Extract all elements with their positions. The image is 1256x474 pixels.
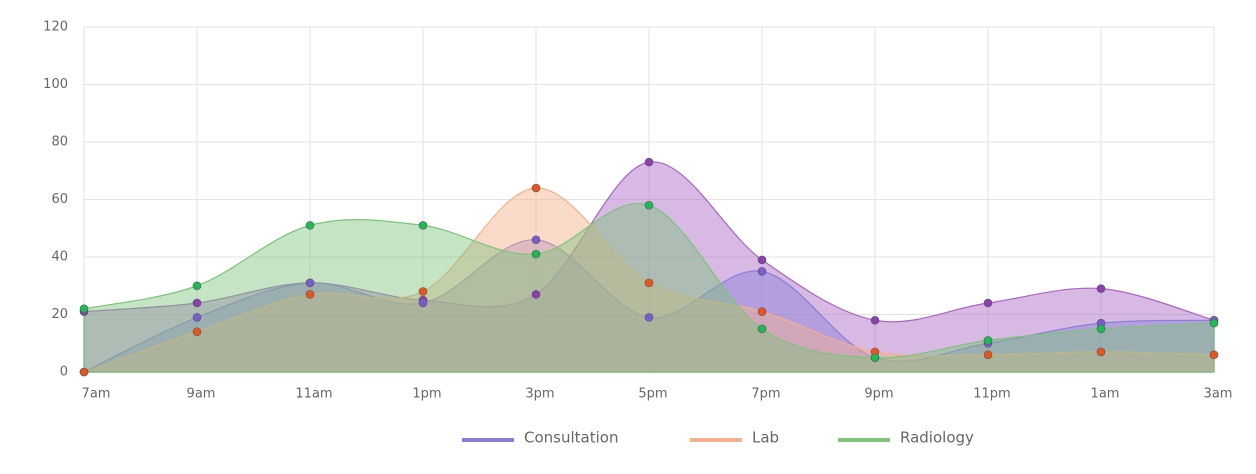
data-point [644,200,654,210]
data-point [1096,324,1106,334]
y-tick-label: 60 [51,192,68,207]
data-point [644,157,654,167]
y-tick-label: 100 [43,77,68,92]
area [83,187,1215,373]
data-point [531,290,541,299]
data-point [531,183,541,193]
data-point [757,307,767,316]
data-point [870,315,880,325]
y-tick-label: 40 [51,250,68,265]
data-point [305,290,315,299]
data-point [1209,350,1219,360]
data-point [192,281,202,291]
legend-label: Radiology [900,429,974,447]
data-point [757,267,767,276]
data-point [79,304,89,314]
data-point [644,278,654,288]
data-point [531,249,541,259]
data-point [192,313,202,322]
data-point [757,255,767,265]
data-point [305,221,315,230]
legend-label: Lab [752,429,779,447]
area [83,202,1215,373]
x-tick-label: 11am [295,387,332,402]
x-tick-label: 11pm [973,387,1010,402]
y-tick-label: 20 [51,307,68,322]
data-point [644,313,654,322]
x-tick-label: 9am [187,387,216,402]
x-tick-label: 3pm [525,387,554,402]
data-point [870,353,880,362]
x-tick-label: 7pm [751,387,780,402]
data-point [305,278,315,288]
data-point [757,324,767,334]
x-tick-label: 9pm [864,387,893,402]
data-point [192,327,202,337]
data-point [1096,284,1106,293]
data-point [531,235,541,245]
data-point [79,367,89,377]
y-tick-label: 120 [43,20,68,35]
legend-label: Consultation [524,429,618,447]
data-point [418,287,428,296]
y-tick-label: 80 [51,135,68,150]
data-point [1096,347,1106,357]
x-tick-label: 5pm [638,387,667,402]
data-point [418,221,428,230]
data-point [983,350,993,360]
data-point [983,336,993,345]
x-tick-label: 3am [1204,387,1233,402]
y-tick-label: 0 [60,365,68,380]
x-tick-label: 1pm [412,387,441,402]
x-tick-label: 7am [82,387,111,402]
data-point [983,298,993,308]
x-tick-label: 1am [1091,387,1120,402]
data-point [1209,318,1219,328]
data-point [192,298,202,308]
data-point [418,298,428,308]
